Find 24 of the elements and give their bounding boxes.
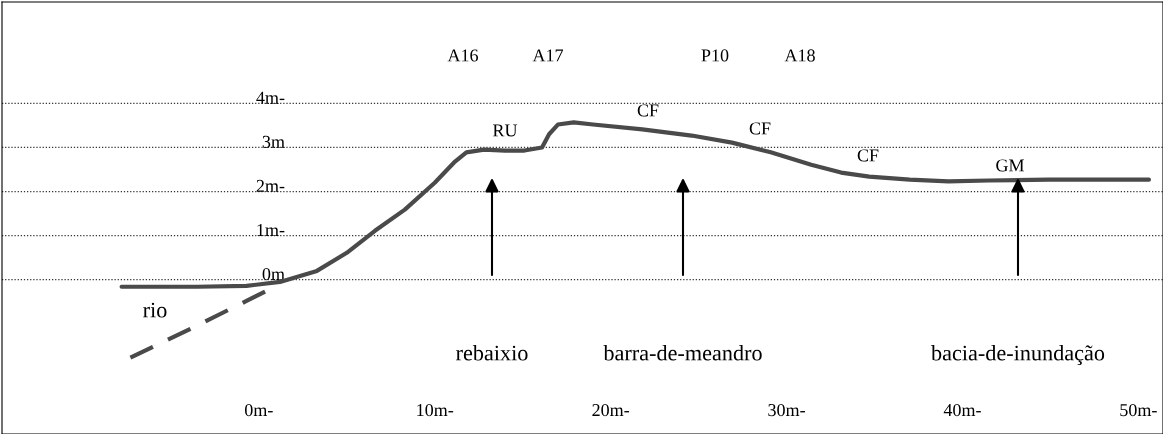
y-tick-label: 3m	[262, 135, 285, 148]
y-tick-label: 1m-	[257, 223, 285, 236]
x-tick-label: 50m-	[1120, 403, 1157, 417]
annotation: A18	[784, 49, 815, 62]
annotation: P10	[701, 49, 729, 62]
annotation: rebaixio	[456, 344, 528, 361]
x-tick-label: 30m-	[768, 403, 805, 417]
annotation: A17	[532, 49, 564, 62]
y-tick-label: 4m-	[256, 91, 285, 104]
annotation: GM	[996, 159, 1025, 172]
annotation: A16	[447, 49, 479, 62]
annotation: rio	[143, 302, 167, 318]
annotation: bacia-de-inundação	[931, 344, 1105, 366]
annotation: RU	[492, 124, 518, 137]
y-tick-label: 2m-	[256, 179, 285, 192]
x-tick-label: 20m-	[592, 403, 630, 417]
x-tick-label: 0m-	[244, 403, 273, 417]
y-tick-label: 0m	[262, 267, 285, 281]
annotation: barra-de-meandro	[603, 344, 762, 361]
annotation: CF	[749, 122, 771, 135]
annotation: CF	[857, 149, 879, 162]
x-tick-label: 40m-	[943, 403, 981, 417]
annotation: CF	[637, 104, 659, 117]
x-tick-label: 10m-	[417, 403, 454, 417]
